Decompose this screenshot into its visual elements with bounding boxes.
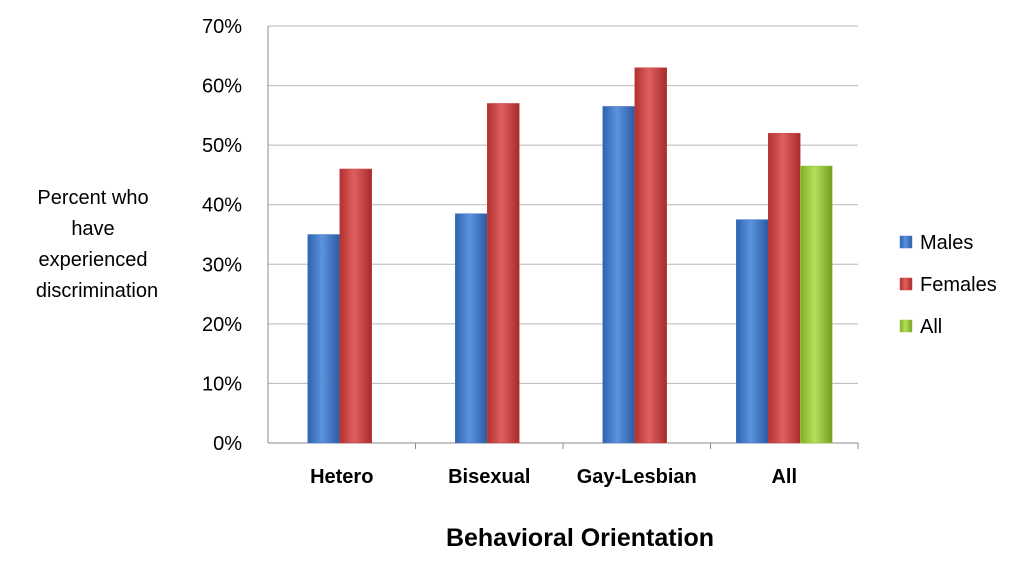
bar-females-all — [768, 132, 801, 444]
x-tick-label: Bisexual — [448, 466, 530, 488]
x-axis-title: Behavioral Orientation — [446, 524, 714, 552]
y-axis-title-line: Percent who — [37, 187, 148, 209]
bar-all-all — [800, 165, 833, 444]
legend-label: Males — [920, 232, 973, 254]
y-axis-title-line: have — [71, 218, 114, 240]
y-tick-label: 20% — [202, 314, 242, 336]
y-tick-label: 50% — [202, 135, 242, 157]
labels: Behavioral Orientation Percent who have … — [36, 16, 797, 552]
legend-label: All — [920, 316, 942, 338]
bar-males-hetero — [307, 234, 340, 444]
y-tick-label: 0% — [213, 433, 242, 455]
bar-females-gay-lesbian — [634, 67, 667, 444]
x-tick-label: Gay-Lesbian — [577, 466, 697, 488]
bar-males-bisexual — [455, 213, 488, 444]
legend-label: Females — [920, 274, 997, 296]
legend-swatch-males — [899, 235, 913, 249]
y-tick-label: 30% — [202, 254, 242, 276]
y-tick-label: 60% — [202, 76, 242, 98]
bar-females-bisexual — [487, 103, 520, 444]
y-axis-title-line: experienced — [39, 249, 148, 271]
legend: Males Females All — [899, 232, 997, 338]
y-tick-label: 70% — [202, 16, 242, 38]
x-tick-label: Hetero — [310, 466, 373, 488]
y-axis-title-line: discrimination — [36, 280, 158, 302]
bar-males-all — [736, 219, 769, 444]
y-tick-label: 40% — [202, 195, 242, 217]
x-tick-label: All — [771, 466, 797, 488]
legend-swatch-females — [899, 277, 913, 291]
legend-swatch-all — [899, 319, 913, 333]
bar-females-hetero — [339, 168, 372, 444]
bars — [307, 67, 833, 444]
y-tick-label: 10% — [202, 373, 242, 395]
bar-males-gay-lesbian — [602, 106, 635, 444]
